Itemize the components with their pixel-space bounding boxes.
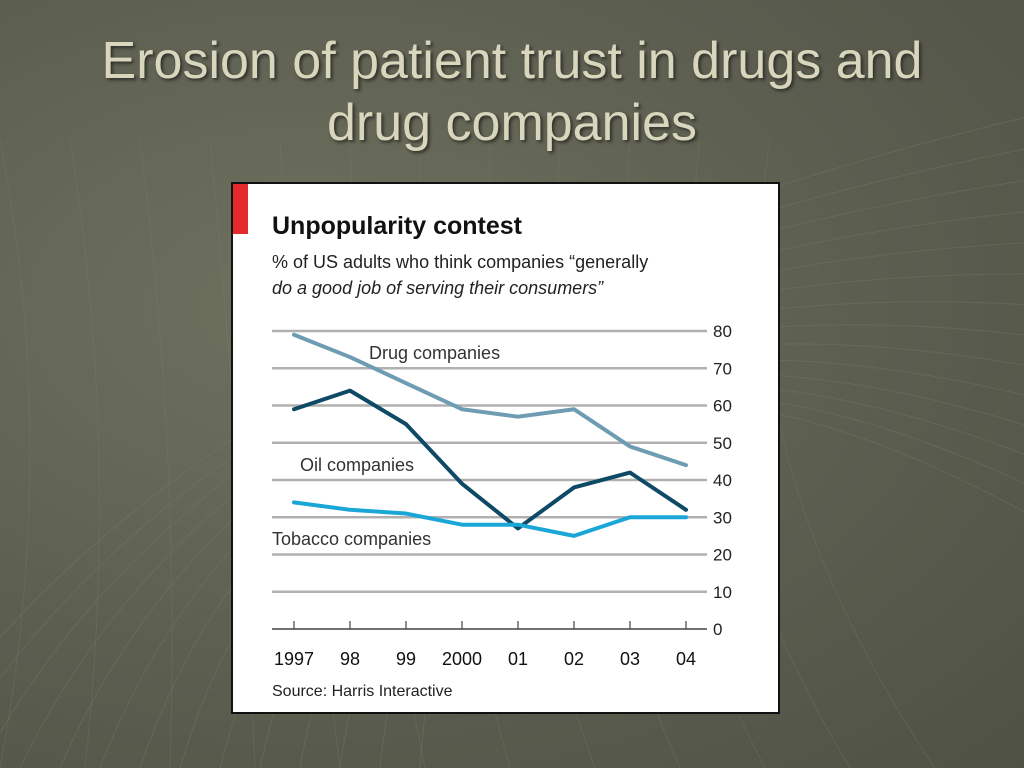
- data-point: [628, 470, 632, 475]
- background-curve: [760, 139, 936, 768]
- y-tick-label: 10: [713, 583, 732, 602]
- data-point: [684, 463, 688, 467]
- grid-layer: [272, 329, 707, 630]
- x-tick-label: 04: [676, 649, 696, 669]
- x-tick-label: 99: [396, 649, 416, 669]
- y-tick-label: 60: [713, 397, 732, 416]
- data-point: [516, 415, 520, 419]
- y-tick-label: 0: [713, 620, 722, 639]
- x-tick-label: 02: [564, 649, 584, 669]
- y-tick-label: 50: [713, 434, 732, 453]
- data-point: [460, 407, 464, 411]
- y-tick-label: 80: [713, 322, 732, 341]
- data-point: [292, 500, 296, 504]
- red-accent-tag: [233, 184, 248, 234]
- series-line-tobacco-companies: [292, 500, 688, 538]
- data-point: [572, 534, 576, 538]
- chart-card: Unpopularity contest % of US adults who …: [231, 182, 780, 714]
- x-tick-label: 98: [340, 649, 360, 669]
- data-point: [348, 508, 352, 512]
- line-chart: Unpopularity contest % of US adults who …: [272, 212, 732, 700]
- slide-title-line-2: drug companies: [327, 94, 697, 152]
- data-point: [628, 515, 632, 519]
- y-tick-label: 20: [713, 546, 732, 565]
- series-line-drug-companies: [292, 332, 688, 468]
- series-label: Drug companies: [369, 343, 500, 363]
- axis-layer: 0 10 20 30 40 50 60 70 80 1997 98 99 2000 01 02 03 04: [274, 322, 732, 669]
- chart-subtitle-line-2: do a good job of serving their consumers…: [272, 278, 604, 298]
- chart-title: Unpopularity contest: [272, 212, 523, 240]
- data-point: [460, 523, 464, 527]
- y-tick-label: 30: [713, 508, 732, 527]
- slide-title: Erosion of patient trust in drugs and dr…: [0, 30, 1024, 154]
- background-curve: [69, 139, 100, 768]
- x-tick-label: 2000: [442, 649, 482, 669]
- data-point: [348, 389, 352, 393]
- series-label: Tobacco companies: [272, 529, 431, 549]
- background-curve: [139, 139, 173, 768]
- y-tick-label: 40: [713, 471, 732, 490]
- x-tick-label: 1997: [274, 649, 314, 669]
- series-label-layer: Drug companies Oil companies Tobacco compa…: [272, 343, 500, 549]
- data-point: [404, 422, 408, 426]
- data-point: [348, 355, 352, 359]
- data-point: [628, 444, 632, 449]
- series-label: Oil companies: [300, 455, 414, 475]
- series-layer: [292, 332, 688, 538]
- data-point: [516, 523, 520, 527]
- y-tick-label: 70: [713, 359, 732, 378]
- data-point: [460, 482, 464, 486]
- data-point: [292, 333, 296, 337]
- x-tick-label: 03: [620, 649, 640, 669]
- data-point: [404, 511, 408, 516]
- data-point: [404, 381, 408, 385]
- chart-source: Source: Harris Interactive: [272, 683, 453, 700]
- data-point: [572, 485, 576, 490]
- data-point: [572, 407, 576, 411]
- data-point: [292, 407, 296, 411]
- chart-subtitle-line-1: % of US adults who think companies “gene…: [272, 252, 648, 272]
- data-point: [684, 515, 688, 519]
- slide-title-line-1: Erosion of patient trust in drugs and: [101, 32, 923, 90]
- data-point: [684, 508, 688, 512]
- x-tick-label: 01: [508, 649, 528, 669]
- data-point: [516, 526, 520, 531]
- background-curve: [0, 139, 31, 768]
- series-line-oil-companies: [292, 388, 688, 531]
